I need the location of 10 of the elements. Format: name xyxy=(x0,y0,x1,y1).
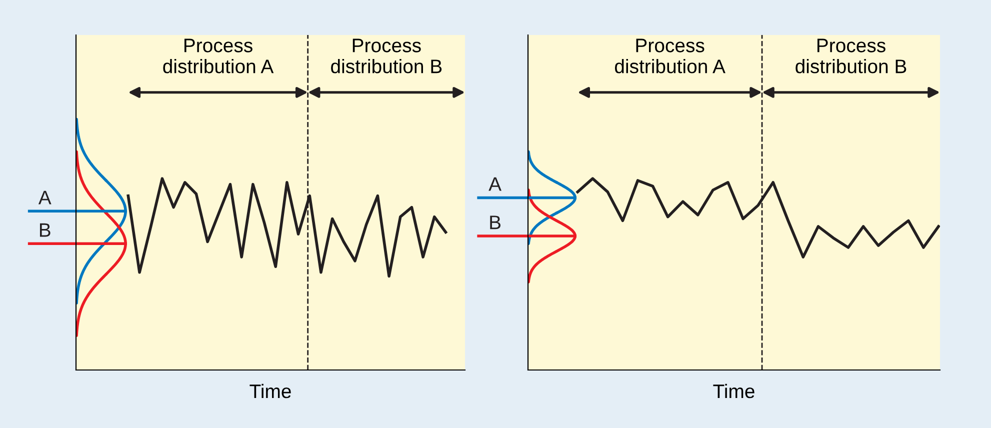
text: Process distribution A xyxy=(614,38,726,74)
ref-line-label: A xyxy=(38,190,52,204)
text: Process distribution A xyxy=(163,38,274,74)
text: Process distribution B xyxy=(331,38,442,74)
x-axis-title: Time xyxy=(713,384,754,398)
text: Process distribution B xyxy=(796,38,906,74)
x-axis-title: Time xyxy=(250,384,291,398)
ref-line-label: B xyxy=(40,223,50,237)
ref-line-label: B xyxy=(490,216,500,230)
ref-line-label: A xyxy=(488,177,502,191)
